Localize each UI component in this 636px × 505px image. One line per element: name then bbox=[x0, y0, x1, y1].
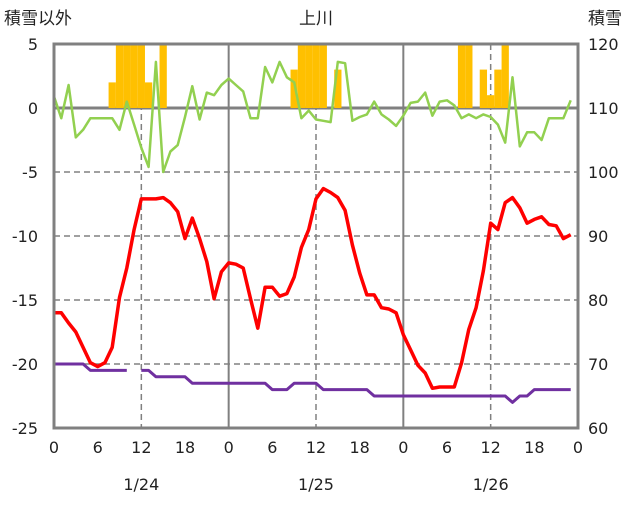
left-tick-label: -10 bbox=[12, 227, 38, 246]
x-tick-label: 12 bbox=[306, 438, 326, 457]
x-tick-label: 18 bbox=[524, 438, 544, 457]
bar-snowfall bbox=[465, 44, 473, 108]
bar-snowfall bbox=[305, 44, 313, 108]
x-tick-label: 0 bbox=[573, 438, 583, 457]
left-tick-label: -25 bbox=[12, 419, 38, 438]
line-green bbox=[52, 60, 572, 174]
bar-snowfall bbox=[159, 44, 167, 108]
x-tick-label: 6 bbox=[442, 438, 452, 457]
bar-snowfall bbox=[297, 44, 306, 108]
bar-snowfall bbox=[487, 95, 495, 108]
bar-snowfall bbox=[494, 69, 502, 108]
left-tick-label: -5 bbox=[22, 163, 38, 182]
date-label: 1/25 bbox=[298, 475, 334, 494]
date-label: 1/24 bbox=[123, 475, 159, 494]
x-tick-label: 12 bbox=[480, 438, 500, 457]
right-tick-label: 100 bbox=[588, 163, 619, 182]
bar-snowfall bbox=[319, 44, 327, 108]
right-tick-label: 90 bbox=[588, 227, 608, 246]
right-axis-title: 積雪 bbox=[588, 9, 622, 29]
x-tick-label: 6 bbox=[93, 438, 103, 457]
bar-snowfall bbox=[130, 44, 138, 108]
right-tick-label: 60 bbox=[588, 419, 608, 438]
right-tick-label: 110 bbox=[588, 99, 619, 118]
bar-snowfall bbox=[501, 44, 509, 108]
bar-snowfall bbox=[137, 44, 145, 108]
line-snow_depth bbox=[54, 362, 127, 372]
left-tick-label: 5 bbox=[28, 35, 38, 54]
x-tick-label: 18 bbox=[349, 438, 369, 457]
left-axis-title: 積雪以外 bbox=[4, 9, 72, 29]
bar-snowfall bbox=[108, 82, 116, 108]
plot-frame bbox=[52, 42, 580, 430]
x-tick-label: 12 bbox=[131, 438, 151, 457]
bar-snowfall bbox=[457, 44, 466, 108]
left-tick-label: -15 bbox=[12, 291, 38, 310]
right-tick-label: 80 bbox=[588, 291, 608, 310]
line-temperature bbox=[54, 186, 572, 391]
x-tick-label: 18 bbox=[175, 438, 195, 457]
right-tick-label: 70 bbox=[588, 355, 608, 374]
date-label: 1/26 bbox=[473, 475, 509, 494]
right-tick-label: 120 bbox=[588, 35, 619, 54]
x-tick-label: 0 bbox=[398, 438, 408, 457]
x-tick-label: 0 bbox=[49, 438, 59, 457]
bar-snowfall bbox=[115, 44, 124, 108]
bar-snowfall bbox=[312, 44, 320, 108]
left-tick-label: -20 bbox=[12, 355, 38, 374]
bar-snowfall bbox=[479, 69, 488, 108]
left-tick-label: 0 bbox=[28, 99, 38, 118]
x-tick-label: 6 bbox=[267, 438, 277, 457]
bar-snowfall bbox=[334, 69, 342, 108]
x-tick-label: 0 bbox=[224, 438, 234, 457]
bar-snowfall bbox=[144, 82, 153, 108]
chart-title: 上川 bbox=[299, 9, 333, 29]
bar-snowfall bbox=[290, 69, 298, 108]
bar-snowfall bbox=[123, 44, 131, 108]
line-snow_depth bbox=[141, 368, 571, 404]
